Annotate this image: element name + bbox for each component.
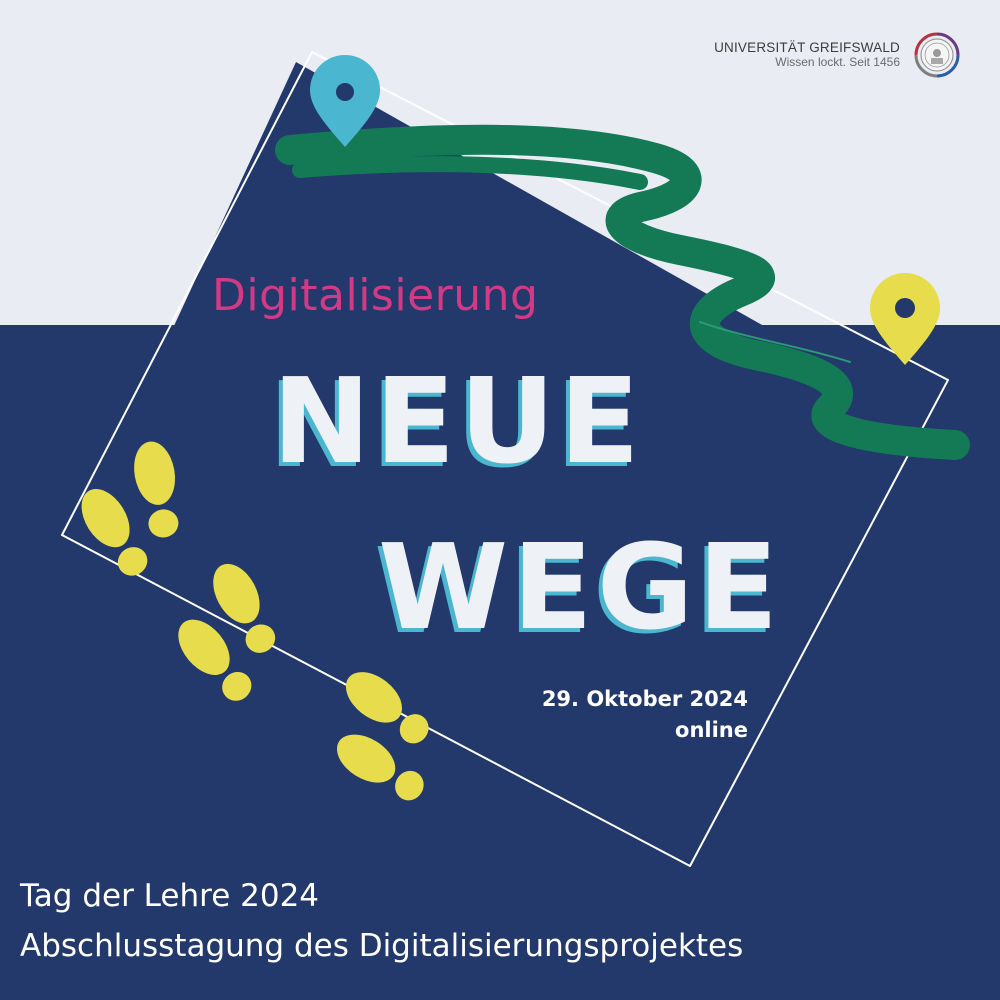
footprint-icon <box>213 563 276 653</box>
footprint-icon <box>336 734 424 801</box>
university-name: UNIVERSITÄT GREIFSWALD <box>714 40 900 56</box>
footprint-icon <box>81 488 148 576</box>
footer: Tag der Lehre 2024 Abschlusstagung des D… <box>20 872 743 971</box>
footprint-icon <box>134 441 179 538</box>
tilted-panel <box>75 62 895 855</box>
footprint-icon <box>345 672 429 744</box>
university-seal-icon <box>914 32 960 78</box>
headline-line-2: WEGE <box>378 518 783 656</box>
event-topic: Digitalisierung <box>212 270 539 321</box>
footer-subtitle: Abschlusstagung des Digitalisierungsproj… <box>20 927 744 964</box>
university-slogan: Wissen lockt. Seit 1456 <box>775 54 900 69</box>
event-format: online <box>675 718 748 743</box>
footprint-icon <box>178 619 252 701</box>
location-pin-icon <box>870 273 940 365</box>
winding-road <box>275 124 970 460</box>
event-details: 29. Oktober 2024 online <box>542 684 748 746</box>
footer-title: Tag der Lehre 2024 <box>20 878 320 914</box>
headline-line-1: NEUE <box>272 352 644 490</box>
event-date: 29. Oktober 2024 <box>541 687 748 711</box>
location-pin-icon <box>310 55 380 147</box>
university-logo[interactable]: UNIVERSITÄT GREIFSWALD Wissen lockt. Sei… <box>714 26 966 84</box>
